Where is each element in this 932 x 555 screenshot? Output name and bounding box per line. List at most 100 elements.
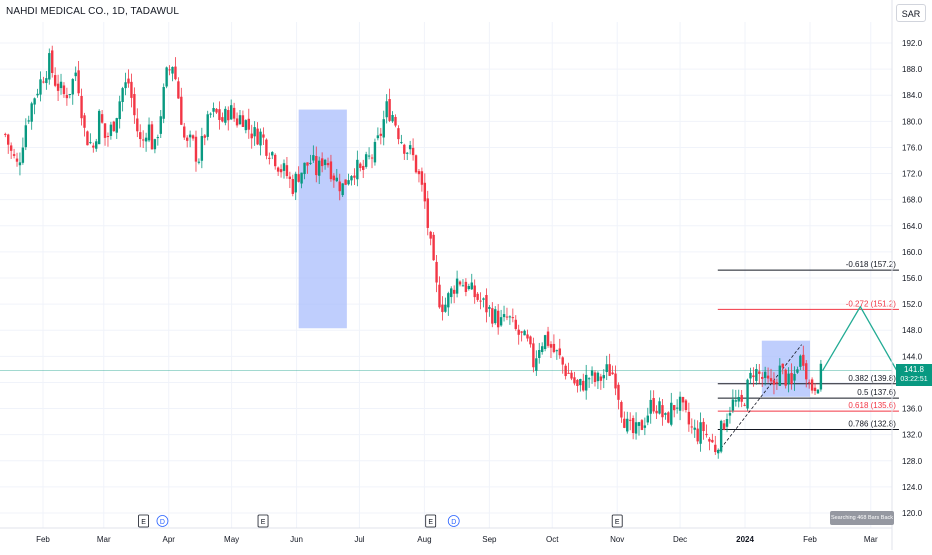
candle-body — [7, 134, 10, 145]
candle-body — [799, 355, 802, 367]
candle-body — [194, 136, 198, 162]
candle-body — [273, 154, 277, 167]
candle-body — [755, 368, 758, 381]
candle-body — [279, 169, 283, 173]
candle-body — [505, 316, 509, 318]
candle-body — [71, 79, 74, 95]
candle-body — [400, 142, 403, 144]
candle-body — [546, 331, 550, 346]
candle-body — [702, 421, 705, 432]
candle-body — [341, 183, 344, 196]
candle-body — [68, 94, 72, 96]
candle-body — [335, 177, 339, 182]
candle-body — [218, 109, 221, 120]
candle-body — [15, 158, 19, 162]
candle-body — [731, 399, 735, 411]
candle-body — [209, 113, 212, 115]
event-marker-label: D — [160, 519, 165, 526]
y-tick-label: 132.0 — [902, 431, 923, 440]
candle-body — [634, 422, 638, 434]
candle-body — [103, 123, 107, 138]
candle-body — [200, 136, 204, 161]
candle-body — [364, 154, 368, 167]
event-marker-label: E — [615, 519, 620, 526]
candle-body — [805, 363, 808, 380]
last-price-tag: 141.8 03:22:51 — [896, 364, 932, 386]
candle-body — [347, 180, 350, 185]
x-tick-label: Nov — [610, 535, 624, 544]
candle-body — [458, 281, 462, 285]
candle-body — [684, 400, 688, 411]
candle-body — [411, 147, 415, 156]
candle-body — [670, 402, 673, 425]
candle-body — [488, 306, 491, 309]
candle-body — [65, 94, 69, 99]
earnings-marker — [611, 514, 623, 528]
candle-body — [646, 415, 649, 423]
candle-body — [532, 343, 535, 368]
earnings-marker — [425, 514, 437, 528]
candle-body — [570, 372, 573, 379]
candle-body — [30, 103, 33, 122]
candle-body — [168, 69, 171, 71]
candle-body — [133, 94, 136, 116]
candle-body — [761, 376, 764, 379]
candle-body — [315, 156, 318, 176]
candle-body — [526, 334, 529, 339]
candle-body — [523, 330, 526, 336]
earnings-marker — [257, 514, 269, 528]
candle-body — [197, 161, 201, 163]
candle-body — [45, 78, 48, 84]
candle-body — [479, 300, 482, 302]
candle-body — [784, 369, 787, 386]
candle-body — [444, 304, 447, 312]
candle-body — [150, 124, 154, 150]
candle-body — [33, 98, 36, 105]
candle-body — [426, 198, 429, 228]
candle-body — [567, 372, 570, 374]
candle-body — [593, 372, 597, 382]
candle-body — [89, 142, 92, 144]
candle-body — [359, 163, 362, 168]
candle-body — [766, 375, 770, 379]
candle-body — [461, 285, 465, 287]
candle-body — [376, 135, 380, 139]
candle-body — [232, 107, 236, 119]
candle-body — [420, 171, 424, 185]
candle-body — [617, 384, 620, 400]
candle-body — [423, 182, 427, 202]
candle-body — [288, 176, 292, 179]
fib-level-label: 0.618 (135.6) — [848, 401, 896, 410]
candle-body — [529, 336, 532, 345]
candle-body — [473, 285, 476, 298]
candle-body — [579, 379, 582, 386]
y-tick-label: 180.0 — [902, 117, 923, 126]
candle-body — [294, 173, 297, 193]
candle-body — [153, 139, 157, 150]
earnings-marker — [138, 514, 149, 528]
dividend-marker — [156, 515, 169, 527]
candle-body — [631, 418, 635, 434]
candle-body — [725, 419, 729, 427]
candle-body — [435, 261, 438, 283]
candle-body — [388, 99, 391, 121]
y-tick-label: 148.0 — [902, 326, 923, 335]
candle-body — [561, 357, 564, 365]
candle-body — [464, 281, 468, 292]
projection-path — [822, 305, 899, 373]
candle-body — [555, 350, 559, 352]
candle-body — [121, 88, 124, 102]
candle-body — [722, 423, 726, 430]
candle-body — [338, 181, 341, 192]
candle-body — [752, 375, 755, 378]
x-tick-label: Jun — [290, 535, 303, 544]
x-tick-label: Feb — [803, 535, 817, 544]
candle-body — [171, 66, 174, 74]
currency-button[interactable]: SAR — [896, 4, 926, 22]
candle-body — [271, 152, 274, 156]
candle-body — [144, 137, 148, 142]
candle-body — [740, 394, 743, 402]
candle-body — [643, 425, 647, 428]
